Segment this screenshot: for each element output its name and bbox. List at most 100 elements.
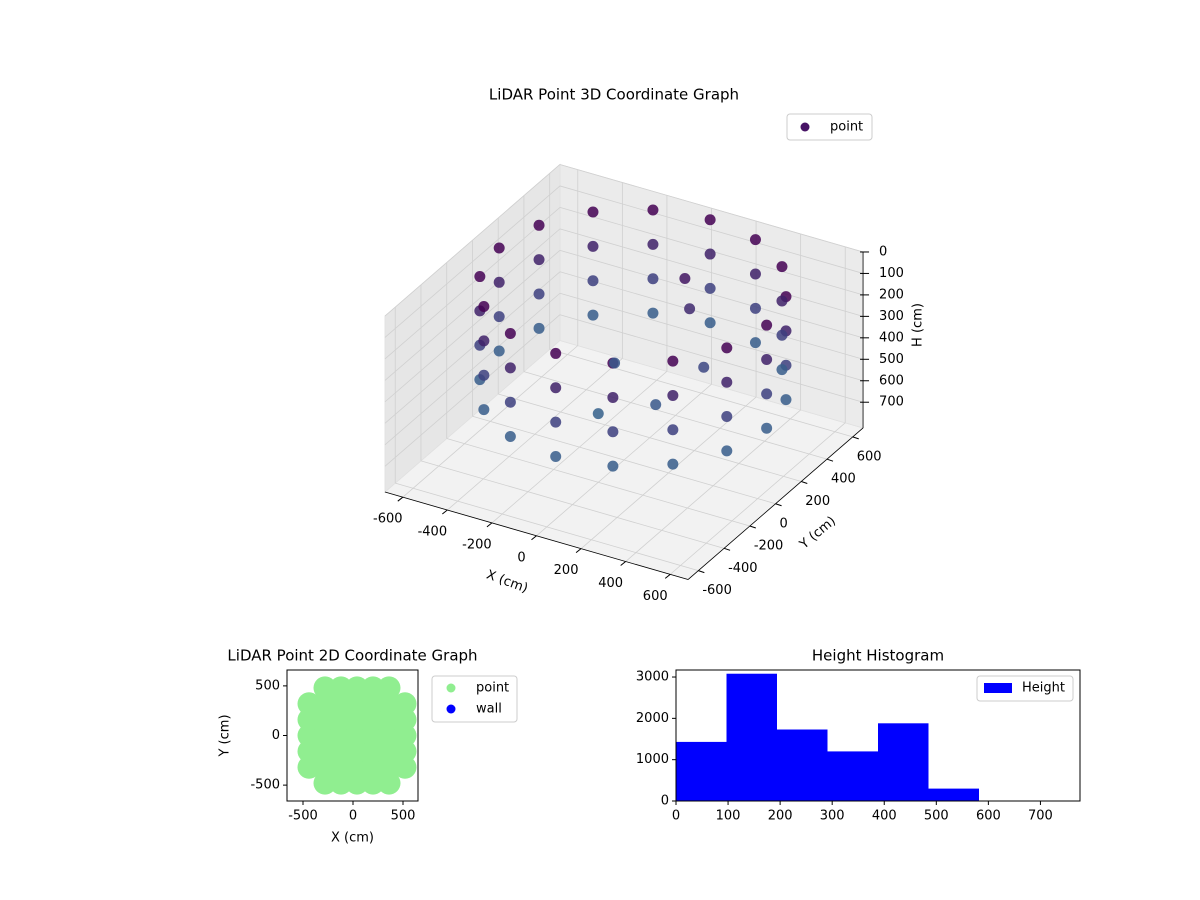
point (345, 755, 369, 779)
legend-marker (800, 122, 810, 132)
point (550, 450, 562, 462)
point (393, 692, 417, 716)
grid-line (559, 185, 864, 274)
grid-line (559, 228, 864, 317)
point (504, 431, 516, 443)
bar (777, 729, 828, 801)
point (393, 724, 417, 747)
point (297, 692, 321, 716)
point (684, 303, 696, 315)
grid-line (446, 438, 750, 527)
point (478, 369, 490, 381)
point (377, 676, 401, 700)
point (493, 276, 505, 288)
point (329, 771, 353, 795)
point (721, 342, 733, 354)
point (607, 426, 619, 438)
x-tick (531, 535, 537, 541)
point (749, 268, 761, 280)
point (587, 309, 599, 321)
point (377, 708, 401, 732)
y-tick (749, 525, 756, 529)
grid-line (523, 371, 828, 460)
legend-label: wall (476, 702, 502, 717)
point (776, 329, 788, 341)
point (533, 322, 545, 334)
point (478, 301, 490, 313)
point (313, 724, 337, 747)
point (329, 692, 353, 716)
y-tick-label: -500 (250, 778, 280, 793)
point (313, 676, 337, 700)
point (587, 206, 599, 218)
point (345, 771, 369, 795)
point (361, 755, 385, 779)
grid-line (472, 415, 776, 505)
point (587, 240, 599, 252)
point (361, 692, 385, 716)
point (761, 422, 773, 434)
x-tick-label: -500 (288, 809, 318, 824)
point (377, 692, 401, 716)
point (667, 389, 679, 401)
x-tick-label: 500 (391, 809, 416, 824)
point (361, 724, 385, 747)
x-tick-label: 100 (716, 809, 741, 824)
x-tick-label: 600 (643, 589, 668, 604)
y-tick-label: 500 (255, 678, 280, 693)
point (698, 361, 710, 373)
point (749, 302, 761, 314)
point (607, 391, 619, 403)
grid-line (395, 482, 699, 571)
grid-line (384, 185, 561, 338)
x-tick-label: 400 (598, 576, 623, 591)
y-tick-label: 3000 (636, 670, 669, 685)
point (721, 411, 733, 423)
z-tick-label: 0 (879, 244, 887, 259)
point (761, 388, 773, 400)
grid-line (384, 207, 561, 360)
grid-line (559, 249, 864, 339)
point (377, 771, 401, 795)
point (313, 739, 337, 763)
y-tick-label: 2000 (636, 711, 669, 726)
point (393, 755, 417, 779)
x-tick-label: -200 (462, 537, 492, 552)
chart-title: Height Histogram (812, 647, 944, 665)
axes-frame (286, 669, 419, 802)
legend-label: point (476, 681, 509, 696)
point (504, 396, 516, 408)
point (493, 311, 505, 323)
y-tick-label: 400 (831, 472, 856, 487)
bar (928, 788, 979, 801)
point (761, 319, 773, 331)
grid-line (384, 292, 561, 446)
point (361, 708, 385, 732)
point (504, 328, 516, 340)
point (474, 271, 486, 283)
grid-line (559, 164, 864, 253)
grid-line (559, 314, 864, 403)
point (607, 460, 619, 472)
point (592, 408, 604, 420)
y-tick (723, 547, 731, 551)
x-tick (575, 548, 582, 554)
point (776, 295, 788, 307)
axes-frame (675, 669, 1081, 802)
legend-box (786, 113, 873, 141)
y-tick (826, 458, 834, 462)
point (329, 708, 353, 732)
point (478, 404, 490, 416)
legend-box (976, 675, 1074, 702)
y-tick-label: 0 (780, 516, 788, 531)
y-tick-label: 0 (272, 728, 280, 743)
point (704, 317, 716, 329)
grid-line (559, 292, 864, 382)
y-tick (698, 570, 705, 574)
point (345, 692, 369, 716)
z-tick-label: 600 (879, 373, 904, 388)
point (493, 345, 505, 357)
point (647, 307, 659, 319)
x-tick-label: 300 (820, 809, 845, 824)
point (609, 357, 621, 369)
